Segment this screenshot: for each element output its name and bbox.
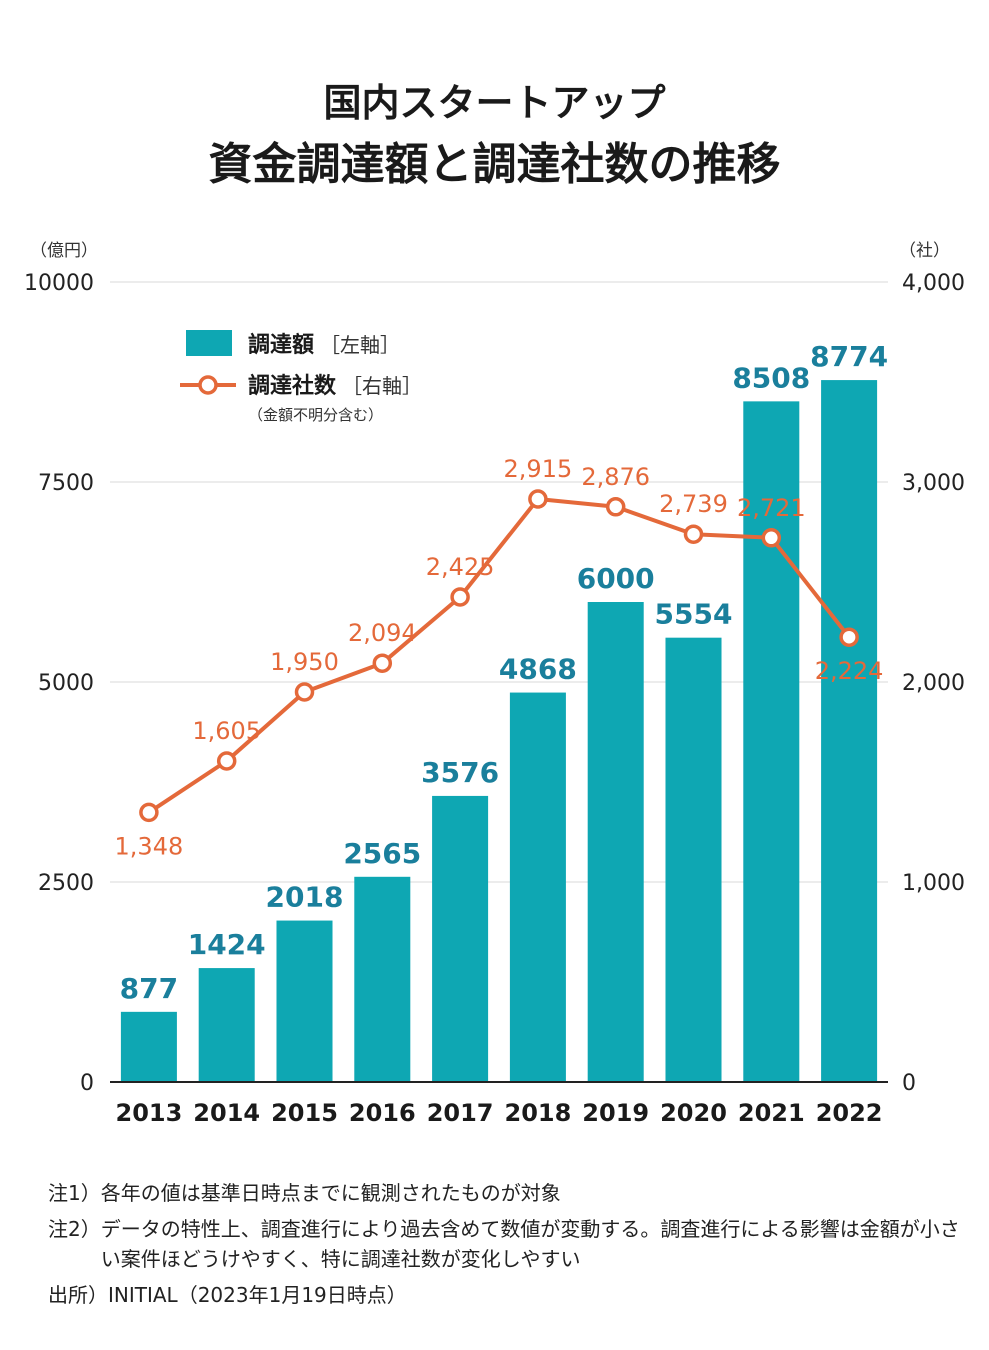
- footnote-1: 注1） 各年の値は基準日時点までに観測されたものが対象: [48, 1178, 968, 1208]
- line-point: [683, 524, 704, 544]
- bar-series: [120, 380, 878, 1083]
- bar: [509, 692, 566, 1082]
- legend-line-label: 調達社数: [248, 373, 337, 399]
- chart: （億円） （社） 0 2500 5000 7500 10000 0 1,000 2,000 3…: [24, 241, 965, 1127]
- bar-value-label: 877: [120, 972, 178, 1005]
- line-value-label: 2,739: [659, 490, 728, 518]
- x-axis-label: 2016: [349, 1099, 416, 1127]
- left-tick-label: 7500: [38, 471, 94, 496]
- bar: [198, 968, 255, 1082]
- right-tick-label: 2,000: [902, 671, 965, 696]
- left-tick-label: 5000: [38, 671, 94, 696]
- line-point: [216, 751, 237, 771]
- line-value-label: 2,721: [737, 494, 806, 522]
- line-value-label: 2,224: [815, 657, 884, 685]
- bar-value-label: 6000: [577, 562, 655, 595]
- source-note: 出所） INITIAL（2023年1月19日時点）: [48, 1280, 968, 1310]
- x-axis-labels: 2013 2014 2015 2016 2017 2018 2019 2020 2021 2022: [116, 1099, 883, 1127]
- right-tick-label: 3,000: [902, 471, 965, 496]
- line-value-label: 1,348: [115, 832, 184, 860]
- footnote-2: 注2） データの特性上、調査進行により過去含めて数値が変動する。調査進行による影…: [48, 1214, 968, 1274]
- x-axis-label: 2014: [193, 1099, 260, 1127]
- bar: [743, 401, 800, 1082]
- source-text: INITIAL（2023年1月19日時点）: [108, 1283, 407, 1307]
- line-series: [147, 497, 851, 815]
- x-axis-label: 2020: [660, 1099, 727, 1127]
- right-tick-label: 4,000: [902, 271, 965, 296]
- x-axis-label: 2018: [505, 1099, 572, 1127]
- line-point: [450, 587, 470, 607]
- footnote-1-text: 各年の値は基準日時点までに観測されたものが対象: [100, 1181, 561, 1205]
- footnote-1-label: 注1）: [48, 1181, 101, 1205]
- right-axis-ticks: 0 1,000 2,000 3,000 4,000: [902, 271, 965, 1096]
- right-tick-label: 1,000: [902, 871, 965, 896]
- legend-bar-axis: ［左軸］: [320, 333, 400, 357]
- bar-value-label: 5554: [655, 598, 733, 631]
- bar-value-label: 4868: [499, 653, 577, 686]
- x-axis-label: 2021: [738, 1099, 805, 1127]
- legend-bar-swatch: [186, 330, 232, 356]
- line-value-label: 1,950: [270, 648, 339, 676]
- line-point: [839, 627, 859, 647]
- bar: [276, 920, 333, 1082]
- x-axis-label: 2019: [582, 1099, 649, 1127]
- legend-line-note: （金額不明分含む）: [248, 406, 383, 424]
- left-tick-label: 0: [80, 1071, 94, 1096]
- title-line-1: 国内スタートアップ: [323, 81, 666, 125]
- line-point: [528, 489, 548, 509]
- right-tick-label: 0: [902, 1071, 916, 1096]
- line-point: [372, 653, 393, 673]
- line-value-label: 2,094: [348, 619, 417, 647]
- line-point: [605, 497, 626, 517]
- bar-value-label: 8774: [810, 340, 888, 373]
- bar: [432, 795, 489, 1082]
- x-axis-label: 2017: [427, 1099, 494, 1127]
- bar: [587, 602, 644, 1082]
- line-point: [761, 528, 782, 548]
- legend-line-axis: ［右軸］: [342, 374, 422, 398]
- line-value-label: 2,915: [504, 455, 573, 483]
- line-point: [294, 682, 315, 702]
- x-axis-label: 2022: [816, 1099, 883, 1127]
- bar: [120, 1011, 177, 1082]
- bar: [665, 637, 722, 1082]
- line-points: [139, 489, 859, 823]
- x-axis-label: 2013: [116, 1099, 183, 1127]
- source-label: 出所）: [48, 1283, 108, 1307]
- left-tick-label: 10000: [24, 271, 94, 296]
- legend-bar-label: 調達額: [248, 332, 314, 358]
- title-line-2: 資金調達額と調達社数の推移: [208, 139, 781, 190]
- footnote-2-label: 注2）: [48, 1217, 101, 1241]
- line-value-label: 1,605: [192, 717, 261, 745]
- bar-value-label: 8508: [732, 361, 810, 394]
- footnote-2-text: データの特性上、調査進行により過去含めて数値が変動する。調査進行による影響は金額…: [100, 1217, 960, 1271]
- line-value-labels: 1,348 1,605 1,950 2,094 2,425 2,915 2,876 2,739…: [115, 455, 884, 860]
- legend: 調達額 ［左軸］ 調達社数 ［右軸］ （金額不明分含む）: [180, 330, 422, 424]
- line-point: [139, 802, 159, 823]
- bar: [354, 876, 411, 1082]
- line-value-label: 2,425: [426, 553, 495, 581]
- bar-value-label: 2565: [343, 837, 421, 870]
- legend-line-marker: [198, 375, 218, 395]
- right-axis-unit: （社）: [899, 241, 950, 261]
- left-axis-unit: （億円）: [30, 241, 98, 261]
- x-axis-label: 2015: [271, 1099, 338, 1127]
- left-tick-label: 2500: [38, 871, 94, 896]
- line-value-label: 2,876: [581, 463, 650, 491]
- bar-value-label: 2018: [266, 881, 344, 914]
- bar: [821, 380, 878, 1083]
- left-axis-ticks: 0 2500 5000 7500 10000: [24, 271, 94, 1096]
- bar-value-label: 1424: [188, 928, 266, 961]
- footnotes: 注1） 各年の値は基準日時点までに観測されたものが対象 注2） データの特性上、…: [48, 1178, 968, 1310]
- bar-value-label: 3576: [421, 756, 499, 789]
